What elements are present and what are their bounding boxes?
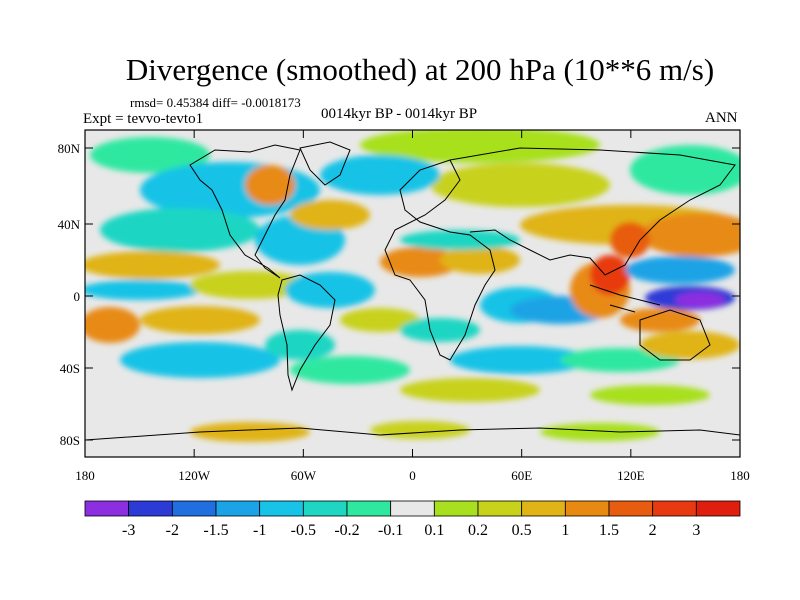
field-patch (630, 145, 740, 195)
colorbar-swatch (215, 500, 261, 517)
north-america-coast (189, 144, 301, 279)
season-label: ANN (705, 110, 738, 126)
colorbar-swatch (564, 500, 610, 517)
colorbar-label: -2 (166, 522, 179, 539)
greenland-coast (299, 141, 351, 186)
colorbar-label: -3 (122, 522, 135, 539)
field-patch (400, 378, 540, 402)
colorbar-swatch (128, 500, 173, 517)
europe-africa-coast (384, 159, 496, 361)
south-america-coast (277, 274, 336, 392)
field-patch (640, 213, 740, 257)
lon-tick-label: 180 (75, 468, 95, 483)
australia-coast (639, 309, 711, 361)
field-patch (285, 272, 375, 308)
field-patch (590, 255, 630, 295)
colorbar-label: -0.1 (378, 522, 403, 539)
colorbar-label: -1 (253, 522, 266, 539)
field-patch (380, 247, 460, 277)
field-patch (320, 155, 440, 195)
field-patch (640, 331, 740, 359)
lon-tick-label: 120W (178, 468, 211, 483)
field-patch (85, 307, 140, 343)
field-patch (140, 306, 260, 334)
colorbar-swatch (346, 500, 392, 517)
colorbar-swatch (477, 500, 523, 517)
lat-tick-label: 80S (60, 433, 80, 448)
colorbar-label: -1.5 (203, 522, 228, 539)
colorbar-swatch (608, 500, 654, 517)
lon-tick-label: 0 (409, 468, 416, 483)
time-label: 0014kyr BP - 0014kyr BP (321, 106, 478, 122)
field-patch (85, 280, 200, 300)
lon-tick-label: 120E (617, 468, 645, 483)
asia-coast (449, 147, 736, 276)
field-patch (400, 230, 520, 250)
map-title: Divergence (smoothed) at 200 hPa (10**6 … (125, 52, 715, 87)
lon-tick-label: 180 (730, 468, 750, 483)
field-patch (625, 256, 735, 284)
axis-ticks: 80N 40N 0 40S 80S 180 120W 60W 0 60E 120E 180 (58, 130, 750, 483)
field-patch (120, 342, 280, 378)
colorbar-label: 0.2 (468, 522, 488, 539)
field-patch (265, 330, 335, 360)
colorbar-swatch (390, 500, 435, 517)
colorbar-swatch (84, 500, 130, 517)
field-patch (100, 208, 260, 252)
divergence-field (85, 130, 740, 442)
field-patch (85, 251, 220, 279)
colorbar-swatch (695, 500, 741, 517)
coastlines (85, 141, 740, 441)
colorbar-swatch (521, 500, 566, 517)
field-patch (340, 308, 420, 332)
stats-label: rmsd= 0.45384 diff= -0.0018173 (130, 95, 301, 110)
field-patch (290, 200, 370, 230)
colorbar-label: 0.1 (424, 522, 444, 539)
colorbar-swatch (652, 500, 697, 517)
field-patch (440, 246, 520, 274)
field-patch (245, 165, 295, 205)
lat-tick-label: 0 (74, 289, 81, 304)
lon-tick-label: 60W (291, 468, 317, 483)
colorbar-swatch (433, 500, 479, 517)
antarctica-coast (85, 427, 740, 441)
field-patch (290, 356, 410, 384)
field-patch (590, 385, 710, 405)
field-patch (400, 318, 480, 342)
colorbar-label: 3 (692, 522, 700, 539)
field-patch (675, 292, 725, 308)
field-patch (430, 163, 610, 207)
colorbar-label: 1.5 (599, 522, 619, 539)
maritime-continent-coast (589, 284, 661, 313)
lon-tick-label: 60E (511, 468, 532, 483)
colorbar-label: -0.2 (334, 522, 359, 539)
experiment-label: Expt = tevvo-tevto1 (83, 111, 204, 127)
colorbar-swatch (259, 500, 304, 517)
colorbar-label: 0.5 (512, 522, 532, 539)
lat-tick-label: 40S (60, 361, 80, 376)
colorbar-label: -0.5 (291, 522, 316, 539)
field-patch (90, 137, 210, 173)
colorbar-label: 1 (561, 522, 569, 539)
field-patch (360, 130, 600, 163)
field-patch (610, 222, 650, 258)
lat-tick-label: 40N (58, 217, 81, 232)
field-patch (450, 346, 590, 374)
field-patch (190, 422, 310, 442)
colorbar: -3 -2 -1.5 -1 -0.5 -0.2 -0.1 0.1 0.2 0.5 1 1.5 2 3 (84, 500, 741, 539)
field-patch (540, 423, 660, 441)
colorbar-label: 2 (649, 522, 657, 539)
field-patch (560, 348, 680, 372)
colorbar-swatch (171, 500, 217, 517)
colorbar-swatch (302, 500, 348, 517)
lat-tick-label: 80N (58, 141, 81, 156)
